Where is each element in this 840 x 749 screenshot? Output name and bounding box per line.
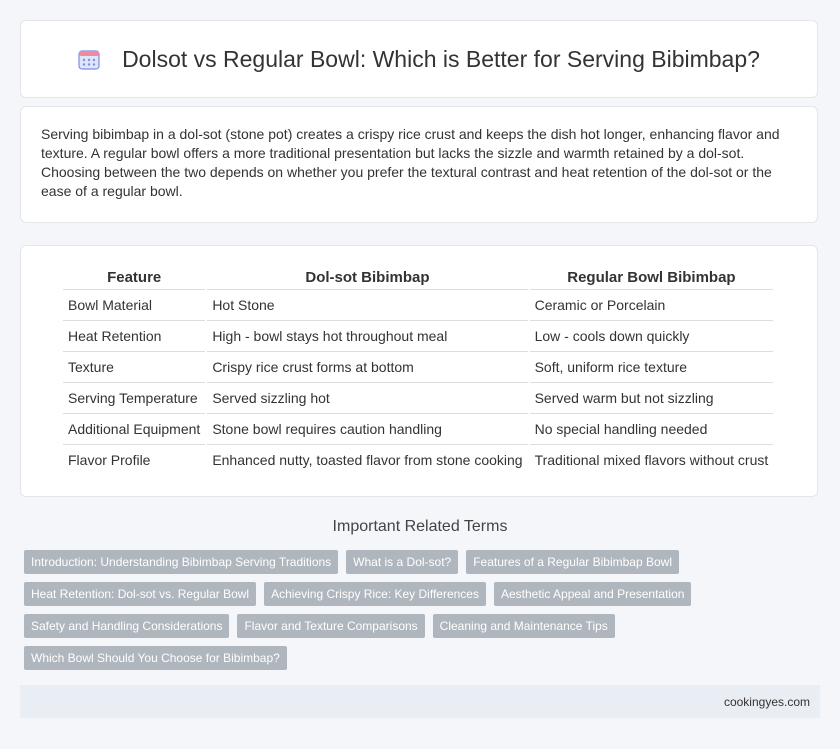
table-cell: Flavor Profile [68,452,151,468]
table-cell: Low - cools down quickly [529,321,774,352]
column-header: Regular Bowl Bibimbap [529,266,774,290]
table-cell: Ceramic or Porcelain [529,290,774,321]
related-term-tag[interactable]: Flavor and Texture Comparisons [237,614,425,638]
related-term-tag[interactable]: Features of a Regular Bibimbap Bowl [466,550,679,574]
intro-paragraph: Serving bibimbap in a dol-sot (stone pot… [41,126,780,199]
table-row: Serving Temperature Served sizzling hot … [63,383,774,414]
table-cell: Enhanced nutty, toasted flavor from ston… [212,452,523,468]
table-row: Texture Crispy rice crust forms at botto… [63,352,774,383]
table-cell: Bowl Material [63,290,206,321]
table-cell: Heat Retention [63,321,206,352]
table-header-row: Feature Dol-sot Bibimbap Regular Bowl Bi… [63,266,774,290]
table-row: Flavor Profile Enhanced nutty, toasted f… [63,445,773,475]
related-term-tag[interactable]: Introduction: Understanding Bibimbap Ser… [24,550,339,574]
table-cell: Served warm but not sizzling [529,383,774,414]
table-cell: Texture [63,352,206,383]
related-term-tag[interactable]: Heat Retention: Dol-sot vs. Regular Bowl [24,582,257,606]
related-term-tag[interactable]: Cleaning and Maintenance Tips [432,614,615,638]
related-term-tag[interactable]: Which Bowl Should You Choose for Bibimba… [24,646,287,670]
comparison-table: Feature Dol-sot Bibimbap Regular Bowl Bi… [61,266,775,475]
intro-card: Serving bibimbap in a dol-sot (stone pot… [20,106,818,223]
table-row: Bowl Material Hot Stone Ceramic or Porce… [63,290,774,321]
table-cell: No special handling needed [529,414,774,445]
table-cell: Additional Equipment [63,414,206,445]
related-term-tag[interactable]: Safety and Handling Considerations [24,614,230,638]
related-term-tag[interactable]: Achieving Crispy Rice: Key Differences [264,582,486,606]
table-cell: High - bowl stays hot throughout meal [207,321,528,352]
related-terms-heading: Important Related Terms [332,518,508,535]
related-term-tag[interactable]: Aesthetic Appeal and Presentation [493,582,692,606]
table-cell: Serving Temperature [63,383,206,414]
page-title: Dolsot vs Regular Bowl: Which is Better … [122,45,760,72]
related-terms-list: Introduction: Understanding Bibimbap Ser… [24,550,724,678]
comparison-card: Feature Dol-sot Bibimbap Regular Bowl Bi… [20,245,818,497]
footer: cookingyes.com [20,685,820,718]
column-header: Dol-sot Bibimbap [207,266,528,290]
footer-site-link[interactable]: cookingyes.com [723,695,810,709]
calendar-icon [78,50,100,70]
table-row: Heat Retention High - bowl stays hot thr… [63,321,774,352]
table-cell: Traditional mixed flavors without crust [534,452,769,468]
table-cell: Hot Stone [207,290,528,321]
table-row: Additional Equipment Stone bowl requires… [63,414,774,445]
title-card: Dolsot vs Regular Bowl: Which is Better … [20,20,818,98]
table-cell: Soft, uniform rice texture [529,352,774,383]
table-cell: Stone bowl requires caution handling [207,414,528,445]
table-cell: Crispy rice crust forms at bottom [207,352,528,383]
table-cell: Served sizzling hot [207,383,528,414]
related-term-tag[interactable]: What is a Dol-sot? [346,550,459,574]
column-header: Feature [63,266,206,290]
